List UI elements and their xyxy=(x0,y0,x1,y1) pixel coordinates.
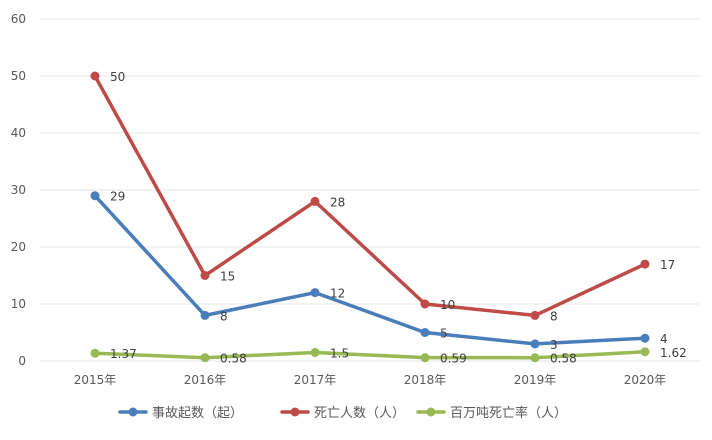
data-label: 3 xyxy=(550,338,558,352)
data-point xyxy=(640,259,650,269)
y-tick-label: 60 xyxy=(11,12,26,26)
data-point xyxy=(200,353,210,363)
gridlines xyxy=(40,18,700,362)
data-label: 0.58 xyxy=(550,352,577,366)
x-tick-label: 2020年 xyxy=(624,373,667,387)
data-point xyxy=(90,191,100,201)
data-point xyxy=(90,71,100,81)
data-label: 8 xyxy=(220,309,228,323)
data-point xyxy=(530,310,540,320)
data-label: 15 xyxy=(220,270,235,284)
data-point xyxy=(420,299,430,309)
x-tick-label: 2015年 xyxy=(74,373,117,387)
data-point xyxy=(200,310,210,320)
data-labels: 29 8 12 5 3 4 50 15 28 10 8 17 1.37 0.58 1.5 0.59 0.58 1.… xyxy=(110,70,687,366)
data-point xyxy=(640,333,650,343)
data-point xyxy=(310,196,320,206)
data-point xyxy=(90,348,100,358)
data-point xyxy=(310,288,320,298)
y-tick-label: 10 xyxy=(11,297,26,311)
legend-label: 百万吨死亡率（人） xyxy=(450,405,567,421)
data-label: 12 xyxy=(330,287,345,301)
legend-swatch-marker xyxy=(128,407,138,417)
data-label: 29 xyxy=(110,190,125,204)
data-point xyxy=(530,353,540,363)
series xyxy=(90,71,650,363)
data-point xyxy=(530,339,540,349)
data-point xyxy=(420,353,430,363)
data-label: 4 xyxy=(660,332,668,346)
data-label: 8 xyxy=(550,309,558,323)
data-label: 1.62 xyxy=(660,346,687,360)
data-label: 50 xyxy=(110,70,125,84)
y-axis-ticks: 0 10 20 30 40 50 60 xyxy=(11,12,26,368)
y-tick-label: 20 xyxy=(11,240,26,254)
y-tick-label: 50 xyxy=(11,69,26,83)
data-point xyxy=(200,271,210,280)
data-label: 28 xyxy=(330,195,345,209)
legend-swatch-marker xyxy=(290,407,300,417)
y-tick-label: 0 xyxy=(18,354,26,368)
data-point xyxy=(640,347,650,357)
data-label: 5 xyxy=(440,327,448,341)
series-line xyxy=(93,193,647,346)
legend-swatch-marker xyxy=(426,407,436,417)
x-tick-label: 2019年 xyxy=(514,373,557,387)
data-label: 17 xyxy=(660,258,675,272)
y-tick-label: 30 xyxy=(11,183,26,197)
series-line xyxy=(93,350,647,360)
legend-label: 死亡人数（人） xyxy=(314,406,405,421)
legend-label: 事故起数（起） xyxy=(152,406,243,421)
x-axis-ticks: 2015年 2016年 2017年 2018年 2019年 2020年 xyxy=(74,373,667,387)
data-label: 1.37 xyxy=(110,347,137,361)
x-tick-label: 2016年 xyxy=(184,373,227,387)
x-tick-label: 2017年 xyxy=(294,373,337,387)
data-point xyxy=(310,347,320,357)
data-label: 1.5 xyxy=(330,346,349,360)
data-label: 0.59 xyxy=(440,352,467,366)
data-label: 10 xyxy=(440,298,455,312)
x-tick-label: 2018年 xyxy=(404,373,447,387)
legend: 事故起数（起） 死亡人数（人） 百万吨死亡率（人） xyxy=(118,405,567,421)
series-line xyxy=(93,74,647,318)
y-tick-label: 40 xyxy=(11,126,26,140)
data-point xyxy=(420,328,430,337)
data-label: 0.58 xyxy=(220,352,247,366)
